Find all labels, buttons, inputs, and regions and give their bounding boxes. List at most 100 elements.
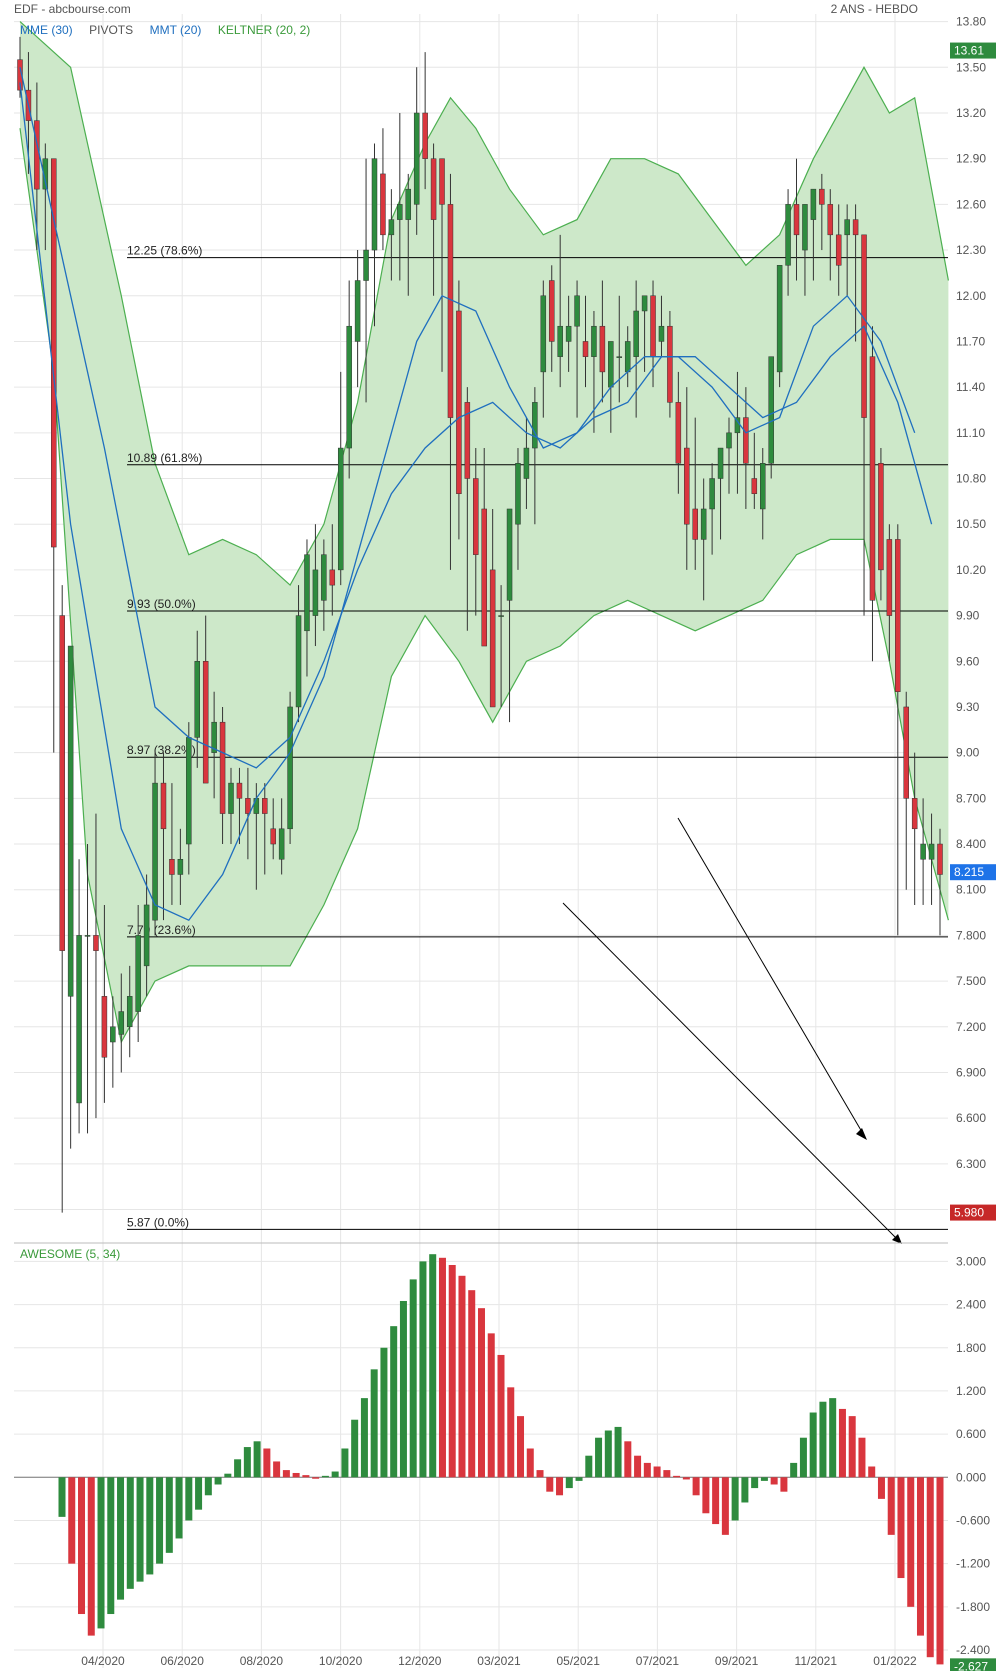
candle-body xyxy=(886,539,893,616)
candle-body xyxy=(692,508,698,540)
candle-body xyxy=(93,935,99,951)
ao-bar xyxy=(370,1369,378,1478)
ao-bar xyxy=(312,1477,320,1479)
candle-body xyxy=(591,325,597,357)
ao-bar xyxy=(331,1471,339,1478)
x-tick-label: 06/2020 xyxy=(161,1654,205,1668)
candle-body xyxy=(557,325,563,357)
price-tick-label: 10.50 xyxy=(956,517,986,531)
candle-body xyxy=(270,828,276,845)
ao-bar xyxy=(819,1401,827,1478)
fib-label: 10.89 (61.8%) xyxy=(127,451,202,465)
candle-body xyxy=(878,463,884,571)
ao-bar xyxy=(390,1326,398,1478)
mmt20-line xyxy=(19,82,916,922)
candle-body xyxy=(515,463,521,525)
trend-arrow-2-head xyxy=(892,1234,902,1244)
candle-body xyxy=(624,341,631,373)
candle-body xyxy=(574,295,580,327)
candle-body xyxy=(160,782,167,830)
candle-body xyxy=(405,188,412,220)
candle-body xyxy=(641,295,648,312)
ao-tick-label: 0.600 xyxy=(956,1427,986,1441)
candle-body xyxy=(903,706,909,799)
candle-body xyxy=(430,158,437,220)
ao-bar xyxy=(682,1477,690,1480)
ao-bar xyxy=(643,1462,651,1478)
price-tick-label: 11.40 xyxy=(956,380,985,394)
ao-bar xyxy=(438,1257,446,1478)
candle-body xyxy=(540,295,547,373)
ao-bar xyxy=(341,1448,349,1478)
ao-bar xyxy=(838,1408,846,1478)
candle-body xyxy=(911,798,918,830)
ao-bar xyxy=(673,1475,681,1478)
candle-body xyxy=(17,59,23,91)
candle-body xyxy=(793,204,800,236)
y-axes: 13.80 13.50 13.20 12.90 12.60 12.30 12.00 11.70… xyxy=(950,15,996,1671)
ao-bar xyxy=(907,1477,915,1607)
trend-arrow-1 xyxy=(677,817,863,1133)
mme30-line xyxy=(19,67,933,769)
ao-bar xyxy=(507,1387,515,1478)
ao-bar xyxy=(721,1477,729,1535)
candle-body xyxy=(852,219,859,236)
header-period: 2 ANS - HEBDO xyxy=(830,2,918,16)
candle-body xyxy=(920,843,926,860)
candle-body xyxy=(321,554,327,601)
candle-body xyxy=(633,310,639,357)
ao-bar xyxy=(936,1477,944,1665)
indicator-mmt: MMT (20) xyxy=(149,23,202,37)
fib-label: 8.97 (38.2%) xyxy=(127,743,196,757)
price-tick-label: 13.20 xyxy=(956,106,986,120)
ao-bar xyxy=(399,1300,407,1478)
price-tick-label: 8.700 xyxy=(956,791,986,805)
indicator-pivots: PIVOTS xyxy=(89,23,134,37)
candle-body xyxy=(582,341,589,357)
indicator-legend: MME (30) PIVOTS MMT (20) KELTNER (20, 2) xyxy=(20,21,310,39)
candle-body xyxy=(262,798,268,814)
candle-body xyxy=(110,1026,116,1043)
header-source: EDF - abcbourse.com xyxy=(14,2,131,16)
ao-bar xyxy=(877,1477,885,1499)
candle-body xyxy=(700,508,707,540)
price-tick-label: 9.00 xyxy=(956,746,980,760)
ao-bar xyxy=(770,1477,778,1485)
ao-bar xyxy=(224,1473,232,1478)
candle-body xyxy=(135,935,141,1012)
ao-bar xyxy=(360,1398,368,1478)
candle-body xyxy=(304,554,310,632)
candle-body xyxy=(118,1011,125,1035)
candle-body xyxy=(76,935,82,1104)
ao-bar xyxy=(107,1477,115,1615)
ao-bar xyxy=(58,1477,66,1517)
ao-bar xyxy=(458,1275,466,1478)
ao-tick-label: 2.400 xyxy=(956,1298,986,1312)
ao-bar xyxy=(302,1475,310,1478)
candle-body xyxy=(202,661,209,784)
price-tick-label: 11.70 xyxy=(956,334,985,348)
candle-body xyxy=(835,234,842,266)
ao-bar xyxy=(117,1477,125,1600)
ao-bar xyxy=(243,1447,251,1478)
candle-body xyxy=(245,798,251,814)
candle-body xyxy=(177,859,184,875)
candle-body xyxy=(169,859,175,875)
candle-body xyxy=(827,204,834,236)
candle-body xyxy=(101,996,108,1058)
ao-bar xyxy=(185,1477,193,1521)
ao-bar xyxy=(887,1477,895,1535)
candle-body xyxy=(928,843,935,860)
ao-bar xyxy=(848,1416,856,1478)
candle-body xyxy=(785,204,791,266)
ao-bar xyxy=(731,1477,739,1521)
ao-bar xyxy=(663,1470,671,1478)
candle-body xyxy=(565,325,572,342)
candle-body xyxy=(726,432,732,449)
candle-body xyxy=(675,402,682,464)
ao-bar xyxy=(380,1347,388,1478)
price-tick-label: 9.90 xyxy=(956,609,980,623)
ao-bar xyxy=(195,1477,203,1510)
candle-body xyxy=(473,478,479,555)
price-tick-label: 13.80 xyxy=(956,15,986,29)
